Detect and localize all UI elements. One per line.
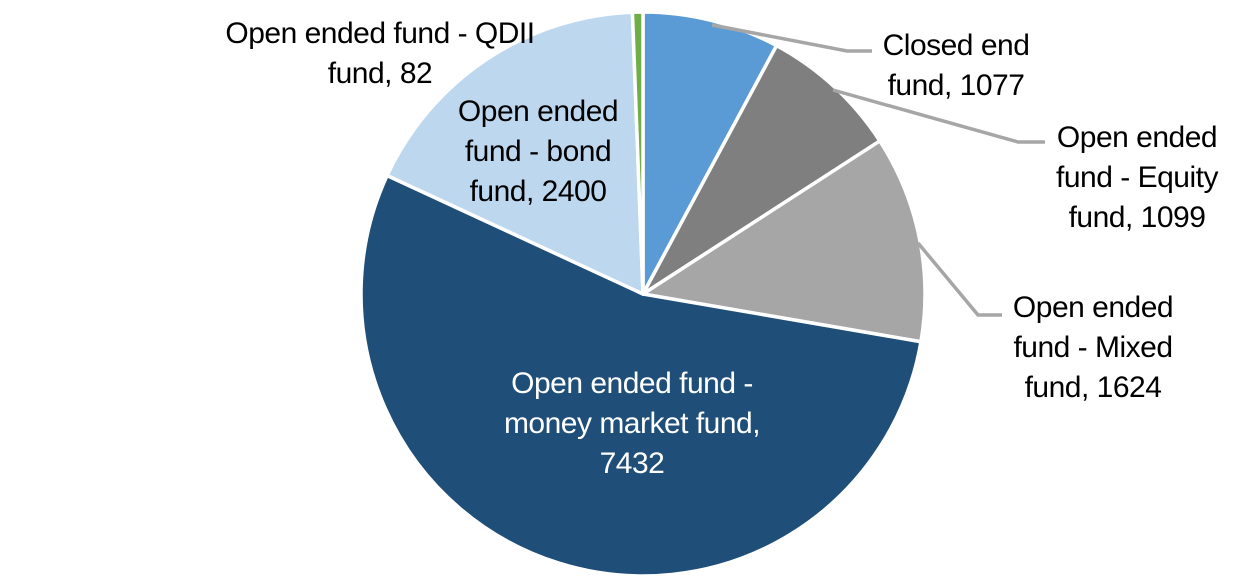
leader-line-closed-end-fund [711,23,872,53]
label-line: fund - Mixed [1013,331,1173,364]
label-line: Closed end [882,29,1030,62]
label-line: fund, 1099 [1068,201,1206,234]
label-line: Open ended fund - QDII [225,17,535,50]
label-qdii-fund: Open ended fund - QDII fund, 82 [225,14,535,94]
pie-slices-group [359,10,927,578]
pie-slice-open-ended-fund-mixed-fund[interactable] [641,139,927,344]
label-line: fund, 2400 [469,175,607,208]
leader-line-equity-fund [832,88,1045,144]
label-line: fund - bond [464,135,612,168]
label-line: fund, 1624 [1024,371,1162,404]
label-line: fund - Equity [1056,161,1218,194]
leader-line-mixed-fund [916,241,1002,317]
label-line: Open ended [457,95,619,128]
label-line: fund, 82 [327,57,433,90]
label-line: Open ended fund - [511,367,753,400]
label-line: money market fund, [503,407,761,440]
label-mixed-fund: Open ended fund - Mixed fund, 1624 [1012,288,1174,408]
pie-slice-open-ended-fund-equity-fund[interactable] [641,43,882,296]
label-line: Open ended [1012,291,1174,324]
label-line: Open ended [1056,121,1218,154]
pie-slice-closed-end-fund[interactable] [641,10,779,296]
pie-slice-open-ended-fund-money-market-fund[interactable] [359,173,923,578]
label-line: fund, 1077 [887,69,1025,102]
pie-slice-open-ended-fund-bond-fund[interactable] [385,10,645,296]
label-closed-end-fund: Closed end fund, 1077 [883,26,1030,106]
label-equity-fund: Open ended fund - Equity fund, 1099 [1056,118,1218,238]
label-bond-fund: Open ended fund - bond fund, 2400 [457,92,619,212]
pie-slice-open-ended-fund-qdii-fund[interactable] [630,10,645,296]
label-line: 7432 [599,447,665,480]
label-money-market-fund: Open ended fund - money market fund, 743… [503,364,761,484]
